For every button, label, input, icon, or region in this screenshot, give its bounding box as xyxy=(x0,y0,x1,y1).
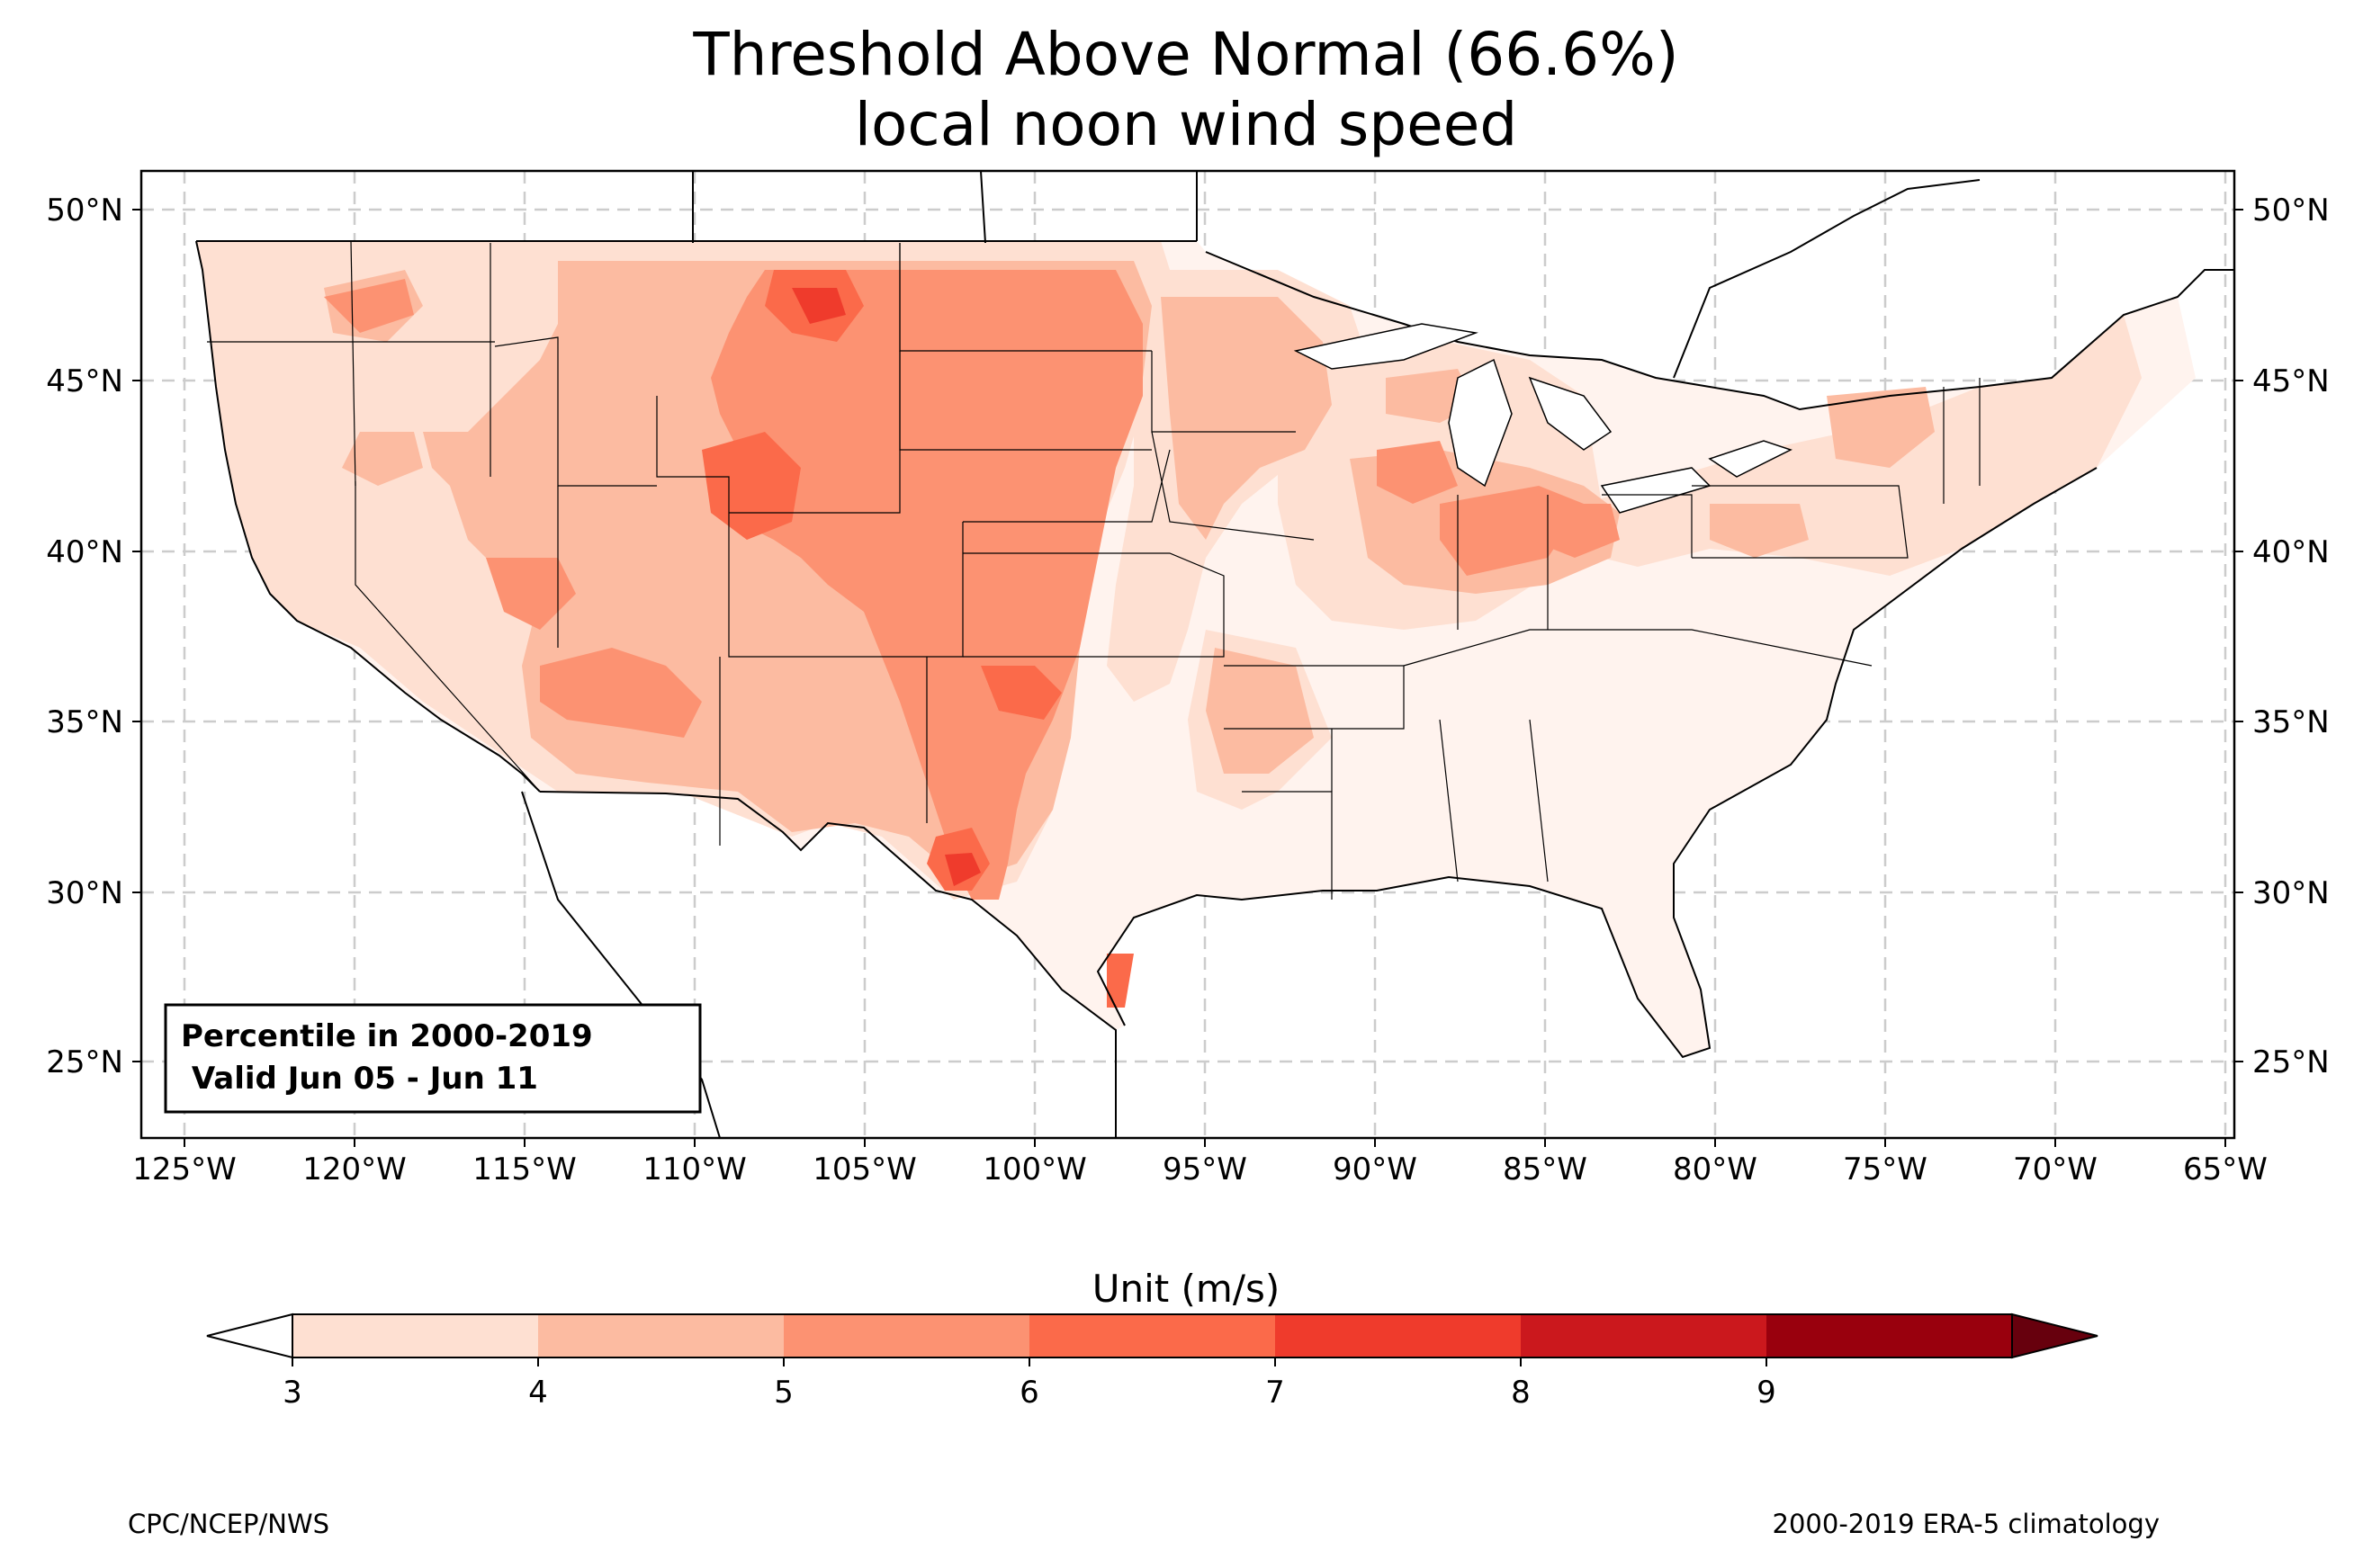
state-borders xyxy=(207,240,1981,900)
lat-label-left: 30°N xyxy=(46,875,123,911)
lon-label: 125°W xyxy=(132,1151,237,1187)
lon-label: 110°W xyxy=(642,1151,747,1187)
colorbar-tick-label: 6 xyxy=(1020,1375,1039,1411)
lon-label: 120°W xyxy=(302,1151,407,1187)
colorbar-segment xyxy=(538,1314,784,1357)
lat-label-right: 35°N xyxy=(2252,704,2330,740)
wind-band-5-6 xyxy=(324,270,1620,900)
colorbar-tick-label: 7 xyxy=(1265,1375,1285,1411)
lat-label-right: 45°N xyxy=(2252,363,2330,399)
colorbar-tick-label: 5 xyxy=(774,1375,794,1411)
lat-label-right: 30°N xyxy=(2252,875,2330,911)
colorbar-tick-label: 3 xyxy=(283,1375,302,1411)
lon-label: 115°W xyxy=(472,1151,577,1187)
colorbar-over-arrow xyxy=(2011,1313,2098,1359)
colorbar-segment xyxy=(1521,1314,1766,1357)
info-box-line1: Percentile in 2000-2019 xyxy=(181,1018,593,1054)
lon-label: 105°W xyxy=(813,1151,917,1187)
lat-labels-right: 50°N 45°N 40°N 35°N 30°N 25°N xyxy=(2252,193,2330,1080)
great-lakes xyxy=(1293,323,1792,514)
lat-label-right: 50°N xyxy=(2252,193,2330,228)
map-frame xyxy=(139,169,2236,1140)
lon-label: 80°W xyxy=(1673,1151,1757,1187)
lat-label-left: 35°N xyxy=(46,704,123,740)
info-box: Percentile in 2000-2019 Valid Jun 05 - J… xyxy=(164,1003,702,1114)
lat-label-left: 25°N xyxy=(46,1044,123,1080)
colorbar-title: Unit (m/s) xyxy=(1092,1267,1280,1311)
lon-label: 70°W xyxy=(2013,1151,2098,1187)
lon-label: 75°W xyxy=(1843,1151,1927,1187)
lon-label: 100°W xyxy=(983,1151,1087,1187)
lat-label-right: 25°N xyxy=(2252,1044,2330,1080)
lat-label-left: 40°N xyxy=(46,534,123,570)
footer-climatology: 2000-2019 ERA-5 climatology xyxy=(1772,1509,2160,1539)
lat-label-left: 45°N xyxy=(46,363,123,399)
lon-label: 65°W xyxy=(2183,1151,2268,1187)
map-panel xyxy=(141,171,2234,1138)
lon-label: 85°W xyxy=(1503,1151,1587,1187)
colorbar-segment xyxy=(1275,1314,1521,1357)
colorbar: 3 4 5 6 7 8 9 xyxy=(206,1313,2098,1411)
colorbar-segment xyxy=(1766,1314,2012,1357)
lat-label-right: 40°N xyxy=(2252,534,2330,570)
colorbar-segment xyxy=(292,1314,538,1357)
info-box-line2: Valid Jun 05 - Jun 11 xyxy=(181,1061,538,1097)
lon-labels: 125°W 120°W 115°W 110°W 105°W 100°W 95°W 90°W 85… xyxy=(132,1151,2268,1187)
lat-label-left: 50°N xyxy=(46,193,123,228)
axis-ticks xyxy=(132,209,2243,1147)
lon-label: 95°W xyxy=(1163,1151,1247,1187)
colorbar-segment xyxy=(1029,1314,1275,1357)
colorbar-segment xyxy=(784,1314,1029,1357)
footer-credit: CPC/NCEP/NWS xyxy=(128,1509,330,1539)
chart-title-line2: local noon wind speed xyxy=(854,90,1518,159)
colorbar-tick-label: 4 xyxy=(528,1375,548,1411)
lat-labels-left: 50°N 45°N 40°N 35°N 30°N 25°N xyxy=(46,193,123,1080)
colorbar-outline xyxy=(292,1313,2013,1358)
colorbar-tick-label: 9 xyxy=(1757,1375,1776,1411)
chart-title-line1: Threshold Above Normal (66.6%) xyxy=(693,20,1679,89)
lon-label: 90°W xyxy=(1333,1151,1417,1187)
colorbar-tick-label: 8 xyxy=(1511,1375,1531,1411)
wind-band-7-8 xyxy=(792,288,981,886)
colorbar-under-arrow xyxy=(206,1313,293,1359)
